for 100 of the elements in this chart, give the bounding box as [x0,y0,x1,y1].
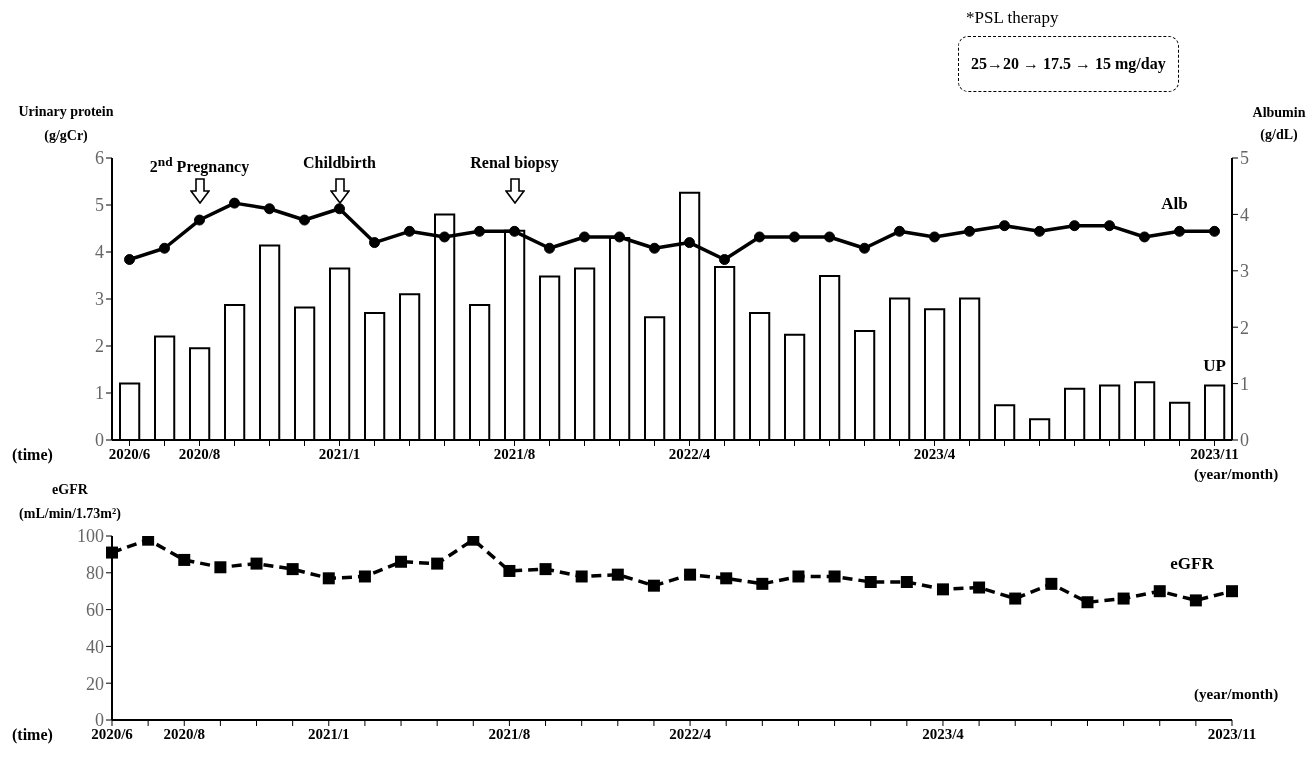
point [1153,585,1166,598]
x-tick-label: 2022/4 [669,725,712,742]
point [1034,225,1045,237]
point [395,555,408,568]
point [754,231,765,243]
point [973,581,986,594]
x-tick-label: 2021/8 [488,725,531,742]
x-tick-label: 2021/8 [493,445,536,462]
point [999,220,1010,232]
x-axis-title: (year/month) [1194,466,1279,483]
y-axis-title: eGFR (mL/min/1.73m²) [18,481,122,523]
point [900,576,913,588]
point [286,563,299,576]
point [178,553,191,566]
point [828,570,841,583]
point [647,579,660,592]
point [358,570,371,583]
point [1081,596,1094,609]
y-tick-label: 1 [95,383,104,404]
x-axis-title: (year/month) [1194,686,1279,703]
y2-tick-label: 2 [1240,317,1249,338]
point [1189,594,1202,607]
series-label: Alb [1161,194,1188,214]
point [684,568,697,581]
point [1139,231,1150,243]
point [322,572,335,585]
point [334,203,345,215]
x-tick-label: 2022/4 [668,445,711,462]
y-tick-label: 20 [86,673,104,694]
point [649,242,660,254]
text: (time) [12,446,53,464]
y-tick-label: 0 [95,430,104,451]
y-tick-label: 2 [95,336,104,357]
point [1069,220,1080,232]
point [1009,592,1022,605]
x-tick-label: 2021/1 [318,445,361,462]
point [509,225,520,237]
text: (time) [12,726,53,744]
point [614,231,625,243]
x-tick-label: 2023/11 [1190,445,1239,462]
point [859,242,870,254]
annotation: Renal biopsy [469,154,560,172]
point [544,242,555,254]
series-label: eGFR [1170,554,1215,574]
y2-tick-label: 4 [1240,204,1249,225]
point [756,577,769,590]
point [579,231,590,243]
point [194,214,205,226]
y2-axis-title: Albumin (g/dL) [1251,104,1307,144]
y-tick-label: 100 [77,526,104,547]
x-tick-label: 2023/11 [1207,725,1257,742]
y-tick-label: 60 [86,599,104,620]
point [1045,577,1058,590]
point [214,561,227,574]
x-tick-label: 2021/1 [307,725,350,742]
point [789,231,800,243]
x-tick-label: 2020/6 [91,725,134,742]
point [1117,592,1130,605]
x-tick-label: 2023/4 [913,445,956,462]
y-tick-label: 80 [86,563,104,584]
point [369,237,380,249]
point [575,570,588,583]
point [864,576,877,588]
y2-tick-label: 5 [1240,148,1249,169]
point [1209,225,1220,237]
point [431,557,444,570]
point [503,564,516,577]
annotation: 2$^{nd}$ Pregnancy [148,154,251,177]
point [299,214,310,226]
point [124,254,135,266]
point [792,570,805,583]
point [929,231,940,243]
text: *PSL therapy [966,8,1059,28]
y-tick-label: 4 [95,242,104,263]
point [1174,225,1185,237]
point [404,225,415,237]
point [439,231,450,243]
point [467,536,480,546]
y-tick-label: 5 [95,195,104,216]
x-tick-label: 2023/4 [922,725,965,742]
point [474,225,485,237]
point [894,225,905,237]
point [684,237,695,249]
y-axis-title: Urinary protein (g/gCr) [17,103,115,145]
y-tick-label: 40 [86,636,104,657]
point [264,203,275,215]
point [611,568,624,581]
y2-tick-label: 1 [1240,373,1249,394]
annotation: Childbirth [302,154,377,172]
point [159,242,170,254]
x-tick-label: 2020/6 [108,445,151,462]
y2-tick-label: 3 [1240,261,1249,282]
series-label: UP [1203,356,1226,376]
x-tick-label: 2020/8 [163,725,206,742]
point [720,572,733,585]
point [1104,220,1115,232]
point [824,231,835,243]
x-tick-label: 2020/8 [178,445,221,462]
y-tick-label: 6 [95,148,104,169]
point [936,583,949,596]
